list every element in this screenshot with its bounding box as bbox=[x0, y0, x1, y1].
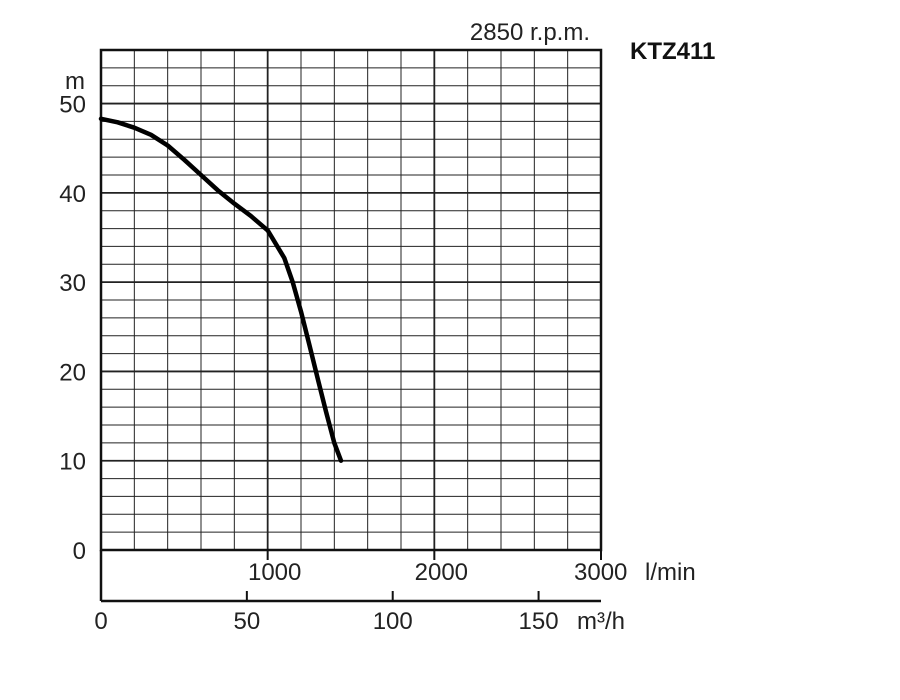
chart-grid bbox=[101, 50, 601, 550]
x-tick-label-m3h: 0 bbox=[94, 608, 107, 635]
y-tick-label: 0 bbox=[73, 538, 86, 565]
y-tick-label: 10 bbox=[59, 449, 86, 476]
chart-series bbox=[98, 116, 344, 463]
performance-curve bbox=[98, 116, 344, 463]
chart-axes bbox=[99, 48, 603, 603]
x-tick-label-lmin: 3000 bbox=[574, 559, 627, 586]
chart-title: KTZ411 bbox=[630, 38, 715, 65]
x-tick-label-m3h: 50 bbox=[234, 608, 261, 635]
y-tick-label: 20 bbox=[59, 359, 86, 386]
x-unit-m3h: m³/h bbox=[577, 608, 625, 635]
y-tick-label: 30 bbox=[59, 270, 86, 297]
chart-subtitle: 2850 r.p.m. bbox=[470, 19, 590, 46]
y-tick-label: 40 bbox=[59, 181, 86, 208]
x-tick-label-lmin: 1000 bbox=[248, 559, 301, 586]
x-unit-lmin: l/min bbox=[645, 559, 696, 586]
plot-frame bbox=[99, 48, 603, 552]
y-tick-label: 50 bbox=[59, 92, 86, 119]
y-axis-unit: m bbox=[65, 68, 85, 95]
x-tick-label-m3h: 150 bbox=[519, 608, 559, 635]
x-tick-label-lmin: 2000 bbox=[415, 559, 468, 586]
x-tick-label-m3h: 100 bbox=[373, 608, 413, 635]
